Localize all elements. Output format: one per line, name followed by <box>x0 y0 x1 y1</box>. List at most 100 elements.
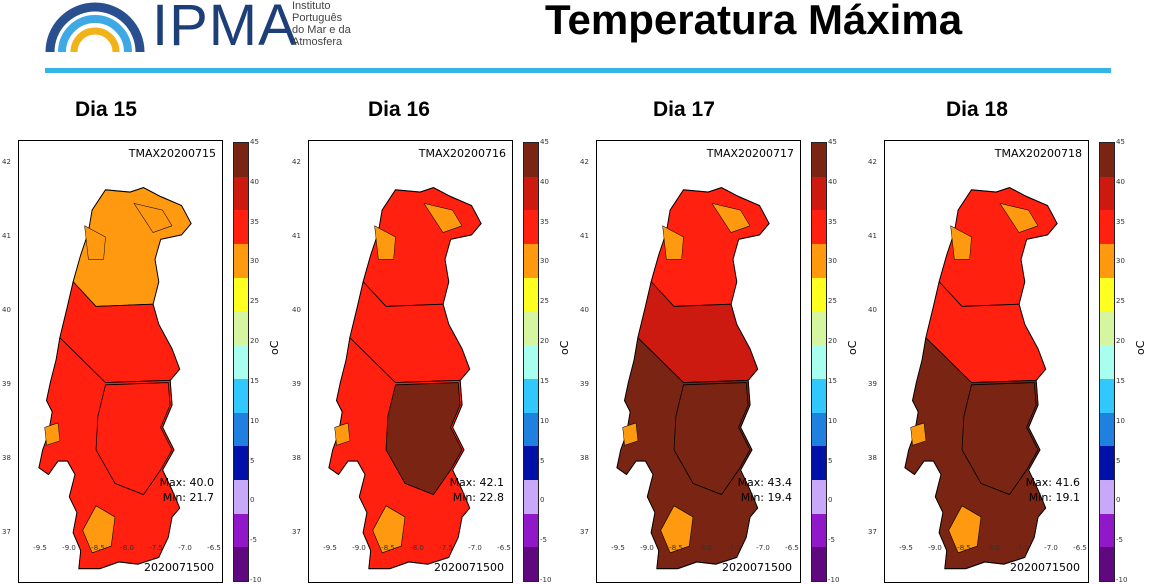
min-value: Min: 19.4 <box>740 491 792 504</box>
map-code-label: TMAX20200716 <box>418 147 506 160</box>
colorbar-segment <box>1100 176 1114 211</box>
lon-tick-label: -8.0 <box>120 544 134 552</box>
temperature-map: TMAX20200718 Max: 41.6 Min: 19.1 2020071500 <box>884 140 1089 583</box>
colorbar-tick-label: 30 <box>250 257 259 266</box>
lat-tick-label: 40 <box>2 306 11 314</box>
header-divider <box>45 68 1111 73</box>
day-title: Dia 18 <box>946 98 1008 121</box>
colorbar-segment <box>524 412 538 447</box>
colorbar-tick-label: 30 <box>1116 257 1125 266</box>
colorbar-tick-label: 35 <box>1116 217 1125 226</box>
colorbar-tick-label: 10 <box>540 416 549 425</box>
lon-tick-label: -6.5 <box>497 544 511 552</box>
lon-tick-label: -7.5 <box>439 544 453 552</box>
lon-tick-label: -9.0 <box>928 544 942 552</box>
lat-tick-label: 39 <box>580 380 589 388</box>
lat-tick-label: 41 <box>868 232 877 240</box>
colorbar-tick-label: 45 <box>1116 138 1125 146</box>
colorbar-tick-label: -5 <box>540 536 547 545</box>
lat-tick-label: 41 <box>292 232 301 240</box>
day-title: Dia 15 <box>75 98 137 121</box>
colorbar-segment <box>812 446 826 480</box>
colorbar-segment <box>812 412 826 447</box>
max-value: Max: 41.6 <box>1025 476 1080 489</box>
colorbar-tick-label: 45 <box>540 138 549 146</box>
colorbar-segment <box>812 176 826 211</box>
lon-tick-label: -8.5 <box>381 544 395 552</box>
colorbar-tick-label: 15 <box>540 376 549 385</box>
lat-tick-label: 42 <box>868 158 877 166</box>
lat-tick-label: 40 <box>580 306 589 314</box>
colorbar-tick-label: 0 <box>828 496 833 505</box>
colorbar-tick-label: 30 <box>540 257 549 266</box>
colorbar-tick-label: 25 <box>828 297 837 306</box>
lat-tick-label: 37 <box>2 528 11 536</box>
logo-sub-line: Português <box>292 12 343 24</box>
colorbar-tick-label: -10 <box>1116 576 1128 584</box>
colorbar-unit: oC <box>268 340 281 355</box>
map-panel: Dia 15 TMAX20200715 Max: 40.0 Min: 21.7 202… <box>0 90 285 584</box>
colorbar-segment <box>524 311 538 346</box>
header: IPMA Instituto Português do Mar e da Atm… <box>0 0 1160 78</box>
lon-tick-label: -9.5 <box>323 544 337 552</box>
colorbar-segment <box>812 345 826 379</box>
lon-tick-label: -6.5 <box>207 544 221 552</box>
colorbar-segment <box>234 311 248 346</box>
colorbar-segment <box>234 210 248 245</box>
colorbar-tick-label: 35 <box>250 217 259 226</box>
colorbar-tick-label: 35 <box>540 217 549 226</box>
colorbar-segment <box>234 446 248 480</box>
colorbar-segment <box>1100 513 1114 548</box>
lon-tick-label: -7.5 <box>149 544 163 552</box>
min-value: Min: 19.1 <box>1028 491 1080 504</box>
colorbar <box>1099 142 1115 582</box>
colorbar-segment <box>1100 277 1114 312</box>
colorbar-segment <box>234 479 248 514</box>
colorbar-segment <box>234 345 248 379</box>
colorbar-tick-label: 20 <box>540 337 549 346</box>
colorbar-tick-label: 5 <box>250 456 255 465</box>
colorbar-tick-label: -10 <box>828 576 840 584</box>
lat-tick-label: 40 <box>868 306 877 314</box>
lon-tick-label: -8.0 <box>698 544 712 552</box>
colorbar-tick-label: 35 <box>828 217 837 226</box>
temperature-map: TMAX20200715 Max: 40.0 Min: 21.7 2020071500 <box>18 140 223 583</box>
colorbar-tick-label: 20 <box>828 337 837 346</box>
colorbar-unit: oC <box>846 340 859 355</box>
colorbar-segment <box>812 143 826 177</box>
colorbar-segment <box>524 176 538 211</box>
logo-text: IPMA <box>152 0 298 58</box>
colorbar-tick-label: 40 <box>540 177 549 186</box>
colorbar-tick-label: 0 <box>250 496 255 505</box>
colorbar <box>233 142 249 582</box>
colorbar-unit: oC <box>1134 340 1147 355</box>
colorbar-segment <box>812 277 826 312</box>
colorbar-segment <box>524 277 538 312</box>
colorbar-segment <box>1100 412 1114 447</box>
lon-tick-label: -7.0 <box>468 544 482 552</box>
lat-tick-label: 38 <box>580 454 589 462</box>
colorbar-unit: oC <box>558 340 571 355</box>
colorbar-tick-label: 45 <box>250 138 259 146</box>
colorbar-segment <box>1100 479 1114 514</box>
colorbar-segment <box>812 244 826 278</box>
colorbar-tick-label: 5 <box>1116 456 1121 465</box>
colorbar-segment <box>234 513 248 548</box>
colorbar-segment <box>524 378 538 413</box>
map-panel: Dia 16 TMAX20200716 Max: 42.1 Min: 22.8 202… <box>290 90 575 584</box>
lon-tick-label: -9.0 <box>62 544 76 552</box>
colorbar-segment <box>1100 210 1114 245</box>
colorbar-segment <box>234 176 248 211</box>
colorbar-segment <box>234 143 248 177</box>
colorbar-segment <box>812 479 826 514</box>
lon-tick-label: -9.5 <box>33 544 47 552</box>
lat-tick-label: 42 <box>292 158 301 166</box>
colorbar-tick-label: 20 <box>1116 337 1125 346</box>
lat-tick-label: 39 <box>868 380 877 388</box>
colorbar-tick-label: 10 <box>250 416 259 425</box>
run-timestamp: 2020071500 <box>434 561 504 574</box>
colorbar-segment <box>1100 244 1114 278</box>
colorbar-segment <box>1100 378 1114 413</box>
colorbar-segment <box>524 345 538 379</box>
colorbar-segment <box>812 311 826 346</box>
